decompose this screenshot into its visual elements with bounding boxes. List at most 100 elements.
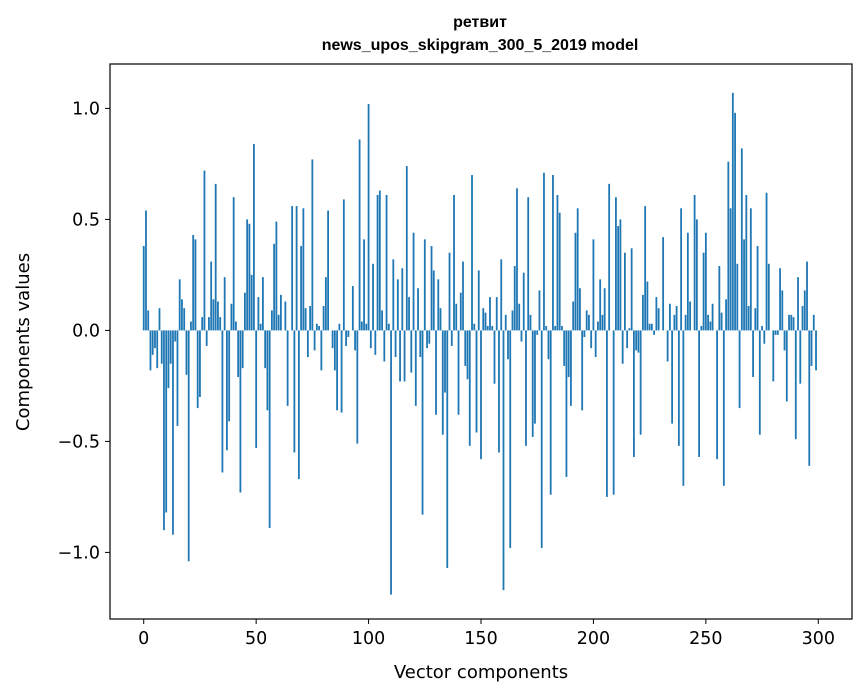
bar: [761, 325, 763, 331]
bar: [324, 277, 327, 331]
bar: [432, 270, 435, 331]
bar: [235, 321, 237, 331]
bar: [540, 330, 543, 548]
bar: [513, 266, 516, 331]
bar: [306, 330, 309, 358]
bar: [648, 323, 651, 331]
bar: [650, 323, 653, 331]
bar: [264, 330, 267, 369]
bar: [277, 314, 280, 331]
bar: [302, 208, 305, 331]
bar: [682, 330, 685, 486]
x-tick-label: 0: [138, 629, 149, 649]
bar: [808, 330, 811, 466]
bar: [552, 175, 554, 331]
bar: [531, 330, 534, 437]
bar: [484, 312, 487, 331]
bar: [214, 183, 217, 331]
bar: [367, 103, 370, 331]
y-tick-label: 0.0: [72, 321, 100, 341]
bar: [284, 301, 287, 331]
bar: [255, 330, 258, 449]
bar: [342, 199, 345, 331]
bar: [680, 208, 683, 331]
bar: [174, 330, 177, 342]
bar: [228, 330, 231, 422]
bar: [617, 226, 620, 331]
bar: [495, 297, 498, 331]
bar: [345, 330, 347, 346]
bar: [516, 188, 518, 331]
bar: [351, 286, 354, 331]
bar: [572, 301, 575, 331]
bar: [293, 330, 296, 453]
bar: [232, 197, 235, 331]
bar: [633, 330, 635, 457]
bar: [360, 321, 363, 331]
bar: [439, 308, 442, 331]
bar: [563, 330, 566, 366]
bar: [518, 303, 521, 331]
bar: [671, 330, 674, 424]
bar: [473, 323, 476, 331]
x-tick-label: 50: [245, 629, 267, 649]
bar: [785, 330, 788, 402]
bar: [230, 303, 233, 331]
bar: [185, 330, 188, 375]
bar: [169, 330, 172, 364]
bar: [414, 330, 417, 406]
bar: [223, 277, 226, 331]
bar: [776, 330, 779, 335]
x-tick-label: 300: [802, 629, 835, 649]
bar: [790, 314, 793, 331]
chart-subtitle: news_upos_skipgram_300_5_2019 model: [322, 37, 639, 54]
bar: [615, 197, 617, 331]
bar: [700, 325, 703, 331]
bar: [147, 310, 150, 331]
bar: [556, 194, 559, 331]
bar: [248, 223, 251, 331]
bar: [644, 206, 647, 331]
bar: [151, 330, 154, 355]
bar: [149, 330, 152, 371]
y-tick-label: −1.0: [58, 543, 101, 563]
bar: [390, 330, 392, 595]
bar: [646, 281, 649, 331]
bar: [475, 330, 478, 433]
bar: [653, 330, 656, 335]
bar: [763, 330, 766, 344]
bar: [237, 330, 240, 378]
bar: [765, 192, 768, 331]
bar: [486, 325, 489, 331]
y-axis-ticks: −1.0 −0.5 0.0 0.5 1.0: [58, 99, 110, 563]
bar: [459, 292, 462, 331]
bar: [567, 330, 570, 378]
bar: [455, 303, 458, 331]
bar: [794, 330, 797, 440]
bar: [684, 314, 687, 331]
bar: [417, 288, 419, 331]
bar: [201, 317, 204, 331]
bar: [363, 239, 365, 331]
bar: [356, 330, 359, 444]
bar: [338, 323, 341, 331]
bar: [493, 330, 496, 384]
bar: [297, 330, 300, 480]
x-tick-label: 150: [464, 629, 497, 649]
bar: [529, 314, 532, 331]
bar: [698, 330, 700, 457]
bar: [331, 330, 334, 349]
bar: [462, 261, 464, 331]
bar: [727, 161, 730, 331]
bar: [165, 330, 168, 513]
bar: [731, 92, 734, 331]
bar: [707, 314, 709, 331]
y-tick-label: 0.5: [72, 210, 100, 230]
bar: [509, 330, 512, 548]
bar: [172, 330, 174, 535]
bar: [221, 330, 224, 473]
bar: [581, 330, 584, 411]
bar: [412, 232, 415, 331]
bar: [372, 263, 374, 331]
